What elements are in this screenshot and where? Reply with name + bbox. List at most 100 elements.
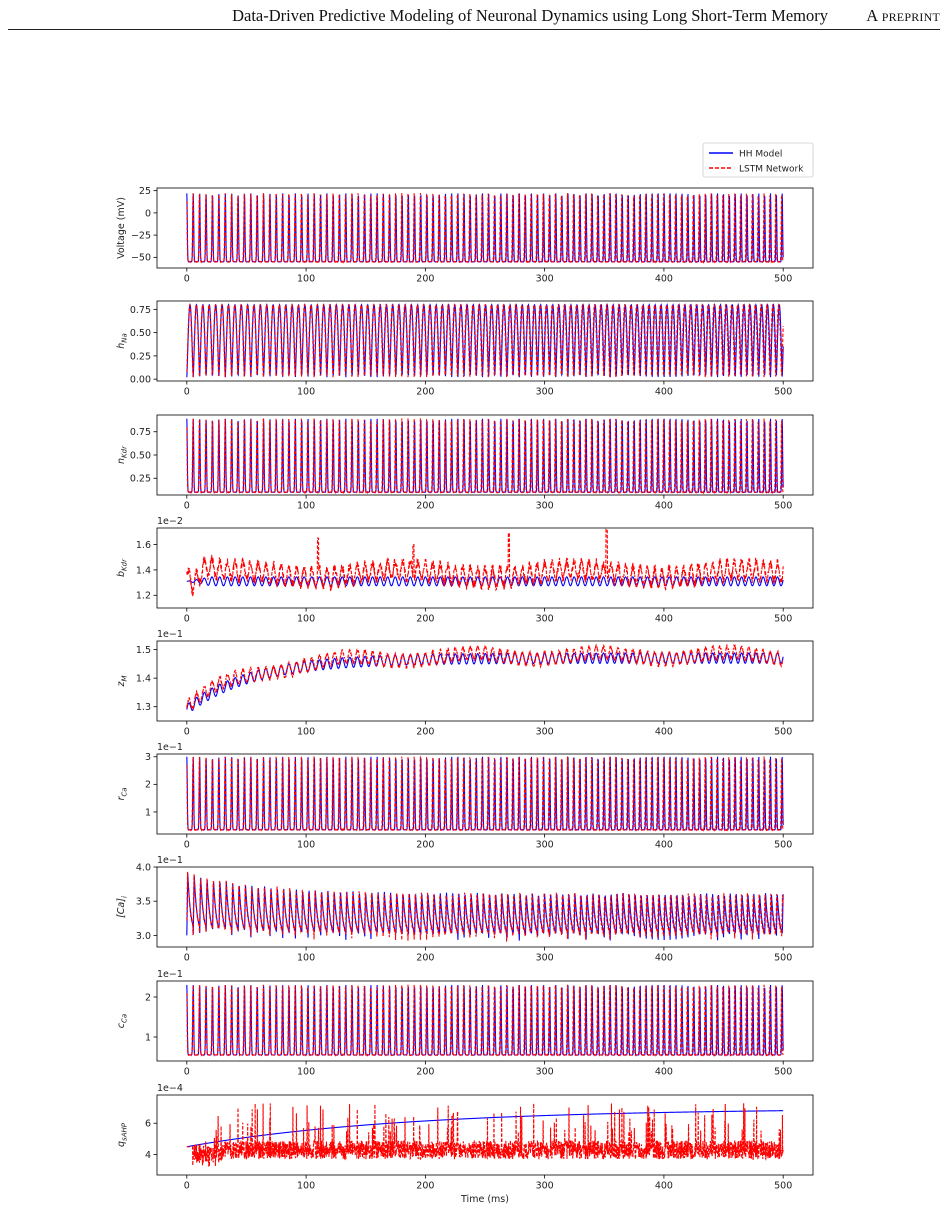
y-tick-label: 1 [145, 807, 151, 818]
x-tick-label: 500 [774, 727, 792, 738]
x-tick-label: 500 [774, 840, 792, 851]
y-tick-label: 1.4 [136, 565, 151, 576]
y-axis-label: hNa [116, 333, 129, 349]
x-tick-label: 100 [297, 1067, 315, 1078]
y-axis-label-subscript: Ca [121, 787, 129, 796]
y-tick-label: 0.50 [130, 328, 151, 339]
series-hh-model [186, 576, 784, 587]
axis-exponent: 1e−1 [157, 742, 183, 753]
legend: HH Model LSTM Network [702, 142, 814, 178]
y-axis-label: zM [116, 675, 129, 687]
x-tick-label: 300 [536, 1181, 554, 1192]
series-lstm-network [186, 1103, 784, 1167]
y-axis-label-subscript: Ca [121, 1014, 129, 1023]
y-axis-label-main: b [116, 571, 127, 577]
x-tick-label: 200 [416, 1067, 434, 1078]
y-axis-label-main: n [116, 458, 127, 464]
preprint-tag: A preprint [866, 6, 940, 25]
subplot-6: 0 100 200 300 400 500 1 2 3 1e−1 rCa [116, 742, 814, 851]
y-axis-label: nKdr [116, 445, 129, 464]
x-tick-label: 100 [297, 614, 315, 625]
subplot-1: 0 100 200 300 400 500 25 0 −25 −50 Voltage (mV) [116, 186, 814, 285]
x-tick-label: 400 [655, 840, 673, 851]
y-tick-label: 1.2 [136, 591, 151, 602]
axes-frame [156, 753, 814, 835]
x-tick-label: 200 [416, 387, 434, 398]
series-lstm-network [186, 643, 784, 711]
axes-frame [156, 980, 814, 1062]
x-tick-label: 0 [184, 1067, 190, 1078]
y-tick-label: 1.6 [136, 540, 151, 551]
x-tick-label: 200 [416, 274, 434, 285]
axis-exponent: 1e−2 [157, 516, 183, 527]
x-tick-label: 200 [416, 614, 434, 625]
subplot-4: 0 100 200 300 400 500 1.2 1.4 1.6 1e−2 bKdr [116, 516, 814, 625]
x-tick-label: 0 [184, 387, 190, 398]
x-tick-label: 0 [184, 727, 190, 738]
y-axis-label: [Ca]i [116, 896, 129, 918]
x-tick-label: 100 [297, 501, 315, 512]
y-axis-label-subscript: i [121, 896, 129, 898]
y-tick-label: 2 [145, 780, 151, 791]
y-axis-label-main: r [116, 796, 127, 801]
y-tick-label: 1.3 [136, 702, 151, 713]
x-tick-label: 300 [536, 953, 554, 964]
y-axis-label-main: h [116, 343, 127, 349]
x-tick-label: 500 [774, 953, 792, 964]
x-tick-label: 400 [655, 274, 673, 285]
y-tick-label: 1.5 [136, 645, 151, 656]
y-tick-label: 0.25 [130, 351, 151, 362]
y-tick-label: −25 [131, 231, 151, 242]
x-tick-label: 400 [655, 1067, 673, 1078]
x-tick-label: 400 [655, 614, 673, 625]
subplot-9: 0 100 200 300 400 500 4 6 1e−4 qsAHP Time (ms) [116, 1083, 814, 1205]
y-tick-label: 1 [145, 1032, 151, 1043]
x-tick-label: 300 [536, 840, 554, 851]
y-axis-label-subscript: Kdr [121, 445, 129, 458]
y-tick-label: 0.75 [130, 305, 151, 316]
y-tick-label: 6 [145, 1119, 151, 1130]
axes-frame [156, 527, 814, 609]
x-tick-label: 100 [297, 727, 315, 738]
y-tick-label: 3 [145, 752, 151, 763]
x-tick-label: 500 [774, 274, 792, 285]
y-axis-label-main: Voltage (mV) [116, 197, 127, 259]
y-tick-label: 3.0 [136, 931, 151, 942]
x-tick-label: 200 [416, 727, 434, 738]
series-lstm-network [186, 756, 784, 832]
x-tick-label: 0 [184, 840, 190, 851]
y-tick-label: 4.0 [136, 862, 151, 873]
paper-title: Data-Driven Predictive Modeling of Neuro… [232, 6, 828, 25]
y-tick-label: 25 [139, 186, 151, 197]
y-axis-label: Voltage (mV) [116, 197, 127, 259]
x-tick-label: 500 [774, 1067, 792, 1078]
x-tick-label: 200 [416, 1181, 434, 1192]
x-tick-label: 500 [774, 387, 792, 398]
x-axis-label: Time (ms) [460, 1194, 509, 1205]
x-tick-label: 0 [184, 1181, 190, 1192]
series-lstm-network [186, 193, 784, 264]
series-lstm-network [186, 984, 784, 1057]
x-tick-label: 100 [297, 387, 315, 398]
legend-label: LSTM Network [739, 165, 804, 175]
y-tick-label: 0.75 [130, 427, 151, 438]
x-tick-label: 100 [297, 953, 315, 964]
y-axis-label-main: q [116, 1141, 127, 1147]
subplot-7: 0 100 200 300 400 500 3.0 3.5 4.0 1e−1 [Ca]i [116, 855, 814, 964]
legend-label: HH Model [739, 150, 782, 160]
x-tick-label: 300 [536, 387, 554, 398]
y-axis-label-subscript: M [121, 675, 129, 681]
axis-exponent: 1e−1 [157, 969, 183, 980]
axes-frame [156, 866, 814, 948]
y-axis-label-main: z [116, 681, 127, 688]
x-tick-label: 0 [184, 953, 190, 964]
y-axis-label-subscript: Kdr [121, 558, 129, 571]
axes-frame [156, 187, 814, 269]
subplot-8: 0 100 200 300 400 500 1 2 1e−1 cCa [116, 969, 814, 1078]
y-tick-label: 4 [145, 1150, 151, 1161]
y-tick-label: 0.00 [130, 375, 151, 386]
subplot-5: 0 100 200 300 400 500 1.3 1.4 1.5 1e−1 zM [116, 629, 814, 738]
x-tick-label: 200 [416, 953, 434, 964]
axis-exponent: 1e−1 [157, 629, 183, 640]
